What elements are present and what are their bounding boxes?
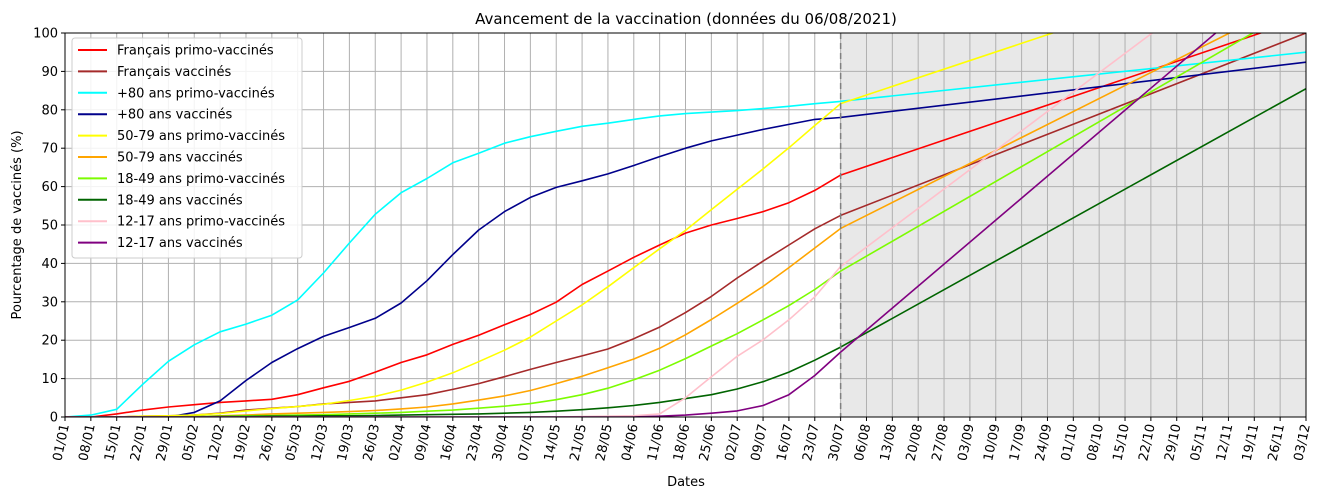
x-tick-label: 24/09: [1033, 423, 1055, 463]
series-projection-8: [840, 33, 1154, 268]
series-projection-9: [840, 33, 1217, 353]
x-tick-label: 19/02: [231, 423, 253, 463]
y-tick-label: 20: [41, 334, 58, 349]
x-tick-label: 22/01: [128, 423, 150, 463]
legend-label: 18-49 ans vaccinés: [117, 193, 243, 208]
x-tick-label: 05/02: [180, 423, 202, 463]
x-tick-label: 12/02: [206, 423, 228, 463]
x-tick-label: 05/03: [283, 423, 305, 463]
x-tick-label: 03/12: [1291, 423, 1313, 463]
x-tick-label: 03/09: [955, 423, 977, 463]
x-tick-label: 23/07: [800, 423, 822, 463]
x-tick-label: 19/03: [335, 423, 357, 463]
legend-label: 18-49 ans primo-vaccinés: [117, 172, 285, 187]
x-tick-label: 27/08: [929, 423, 951, 463]
legend-label: 50-79 ans primo-vaccinés: [117, 129, 285, 144]
x-tick-label: 06/08: [852, 423, 874, 463]
x-tick-label: 02/04: [387, 423, 409, 463]
x-axis: 01/01 08/01 15/01 22/01 29/01 05/02 12/02 19/02…: [50, 417, 1314, 463]
series-projection-5: [840, 33, 1232, 230]
x-tick-label: 13/08: [878, 423, 900, 463]
series-line-8: [65, 265, 842, 417]
x-tick-label: 10/09: [981, 423, 1003, 463]
series-line-9: [65, 351, 842, 417]
y-tick-label: 80: [41, 103, 58, 118]
x-tick-label: 11/06: [645, 423, 667, 463]
x-axis-label: Dates: [667, 475, 705, 490]
legend-label: Français primo-vaccinés: [117, 44, 274, 59]
y-axis: 0 10 20 30 40 50 60 70 80 90 100: [33, 27, 65, 426]
series-line-4: [65, 103, 842, 417]
x-tick-label: 19/11: [1240, 423, 1262, 463]
x-tick-label: 18/06: [671, 423, 693, 463]
series-line-0: [65, 174, 842, 417]
x-tick-label: 17/09: [1007, 423, 1029, 463]
x-tick-label: 07/05: [516, 423, 538, 463]
series-line-2: [65, 100, 841, 417]
legend-label: +80 ans primo-vaccinés: [117, 86, 275, 101]
y-tick-label: 0: [50, 411, 58, 426]
legend-label: +80 ans vaccinés: [117, 108, 232, 123]
series-projection-6: [840, 33, 1255, 272]
x-tick-label: 22/10: [1136, 423, 1158, 463]
x-tick-label: 12/11: [1214, 423, 1236, 463]
legend: Français primo-vaccinés Français vaccinés…: [71, 37, 303, 259]
x-tick-label: 16/07: [774, 423, 796, 463]
x-tick-label: 25/06: [697, 423, 719, 463]
x-tick-label: 08/10: [1085, 423, 1107, 463]
x-tick-label: 15/01: [102, 423, 124, 463]
x-tick-label: 29/01: [154, 423, 176, 463]
series-projection-2: [840, 51, 1306, 103]
x-tick-label: 26/11: [1266, 423, 1288, 463]
x-tick-label: 30/04: [490, 423, 512, 463]
y-tick-label: 50: [41, 219, 58, 234]
series-projection-4: [840, 33, 1056, 105]
legend-box: [71, 37, 303, 259]
y-tick-label: 40: [41, 257, 58, 272]
x-tick-label: 29/10: [1162, 423, 1184, 463]
legend-label: 50-79 ans vaccinés: [117, 151, 243, 166]
x-tick-label: 26/03: [361, 423, 383, 463]
x-tick-label: 20/08: [904, 423, 926, 463]
x-tick-label: 12/03: [309, 423, 331, 463]
legend-label: Français vaccinés: [117, 65, 232, 80]
series-projection-3: [840, 61, 1306, 119]
x-tick-label: 15/10: [1110, 423, 1132, 463]
x-tick-label: 02/07: [723, 423, 745, 463]
y-tick-label: 60: [41, 180, 58, 195]
x-tick-label: 28/05: [593, 423, 615, 463]
x-tick-label: 05/11: [1188, 423, 1210, 463]
series-line-7: [65, 346, 841, 417]
series-projection-1: [840, 33, 1306, 217]
x-tick-label: 04/06: [619, 423, 641, 463]
x-tick-label: 30/07: [826, 423, 848, 463]
x-tick-label: 26/02: [257, 423, 279, 463]
legend-label: 12-17 ans vaccinés: [117, 236, 243, 251]
x-tick-label: 09/04: [412, 423, 434, 463]
x-tick-label: 14/05: [542, 423, 564, 463]
x-tick-label: 23/04: [464, 423, 486, 463]
x-tick-label: 01/01: [50, 423, 72, 463]
y-tick-label: 30: [41, 295, 58, 310]
y-tick-label: 70: [41, 142, 58, 157]
legend-label: 12-17 ans primo-vaccinés: [117, 215, 285, 230]
y-axis-label: Pourcentage de vaccinés (%): [10, 130, 25, 319]
x-tick-label: 21/05: [568, 423, 590, 463]
series-projection-7: [840, 87, 1306, 348]
y-tick-label: 10: [41, 372, 58, 387]
x-tick-label: 16/04: [438, 423, 460, 463]
x-tick-label: 08/01: [76, 423, 98, 463]
x-tick-label: 01/10: [1059, 423, 1081, 463]
x-tick-label: 09/07: [749, 423, 771, 463]
y-tick-label: 90: [41, 65, 58, 80]
series-projection-0: [840, 33, 1264, 176]
y-tick-label: 100: [33, 27, 58, 42]
series-line-3: [65, 116, 841, 417]
chart-title: Avancement de la vaccination (données du…: [475, 10, 897, 28]
